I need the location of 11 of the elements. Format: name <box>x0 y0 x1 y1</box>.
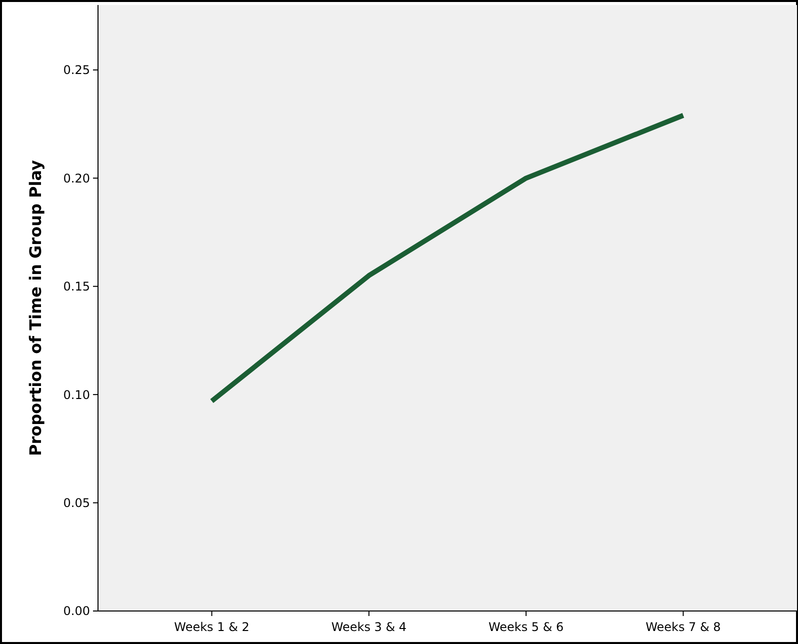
y-tick-label: 0.20 <box>63 171 90 186</box>
x-tick-label: Weeks 1 & 2 <box>174 620 250 634</box>
x-tick-label: Weeks 7 & 8 <box>646 620 721 634</box>
y-tick-label: 0.25 <box>63 63 90 78</box>
y-tick-label: 0.00 <box>63 604 90 618</box>
x-tick-label: Weeks 3 & 4 <box>331 620 407 634</box>
y-tick-label: 0.10 <box>63 388 90 402</box>
y-axis-title: Proportion of Time in Group Play <box>26 160 45 456</box>
x-tick-label: Weeks 5 & 6 <box>488 620 564 634</box>
y-tick-label: 0.15 <box>63 280 90 294</box>
y-tick-label: 0.05 <box>63 496 90 510</box>
